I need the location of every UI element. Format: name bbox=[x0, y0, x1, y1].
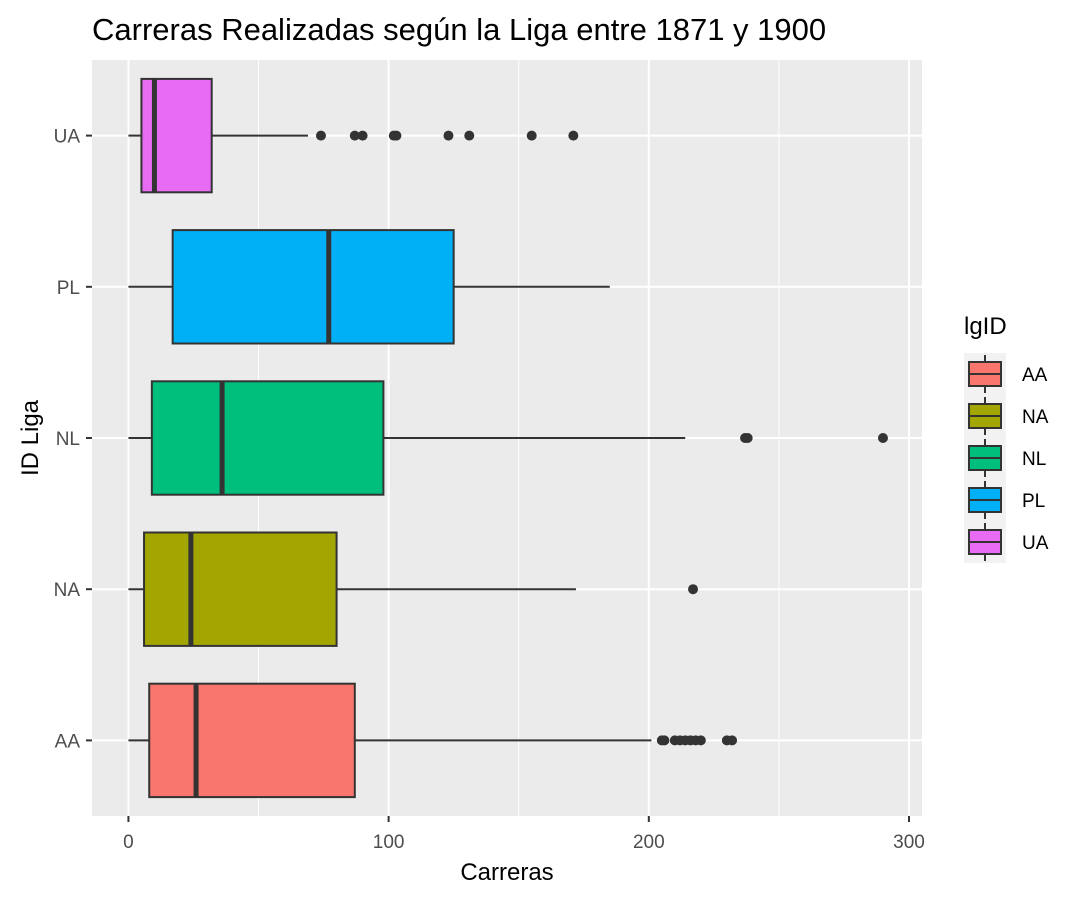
legend-label: UA bbox=[1022, 533, 1049, 554]
box-aa bbox=[128, 682, 738, 799]
legend-item-nl: NL bbox=[964, 437, 1046, 479]
y-axis-tick-label: PL bbox=[57, 278, 80, 299]
outlier-point bbox=[659, 735, 670, 746]
outlier-point bbox=[357, 130, 368, 141]
y-axis-tick-label: NL bbox=[56, 429, 80, 450]
box-ua bbox=[128, 77, 579, 194]
legend: lgID AA NA NL PL UA bbox=[964, 313, 1049, 563]
outlier-point bbox=[727, 735, 738, 746]
legend-label: NA bbox=[1022, 407, 1049, 428]
x-axis-tick-label: 200 bbox=[633, 832, 665, 853]
legend-item-aa: AA bbox=[964, 353, 1048, 395]
y-axis-tick-label: AA bbox=[55, 731, 81, 752]
outlier-point bbox=[742, 433, 753, 443]
box-iqr bbox=[150, 380, 385, 496]
outlier-point bbox=[443, 130, 454, 141]
y-axis-title: ID Liga bbox=[17, 399, 44, 476]
outlier-point bbox=[315, 130, 326, 141]
box-nl bbox=[128, 380, 888, 496]
box-iqr bbox=[148, 682, 356, 799]
legend-item-ua: UA bbox=[964, 521, 1049, 563]
outlier-point bbox=[877, 433, 888, 443]
legend-label: PL bbox=[1022, 491, 1045, 512]
y-axis-tick-label: NA bbox=[54, 580, 81, 601]
boxplot-series bbox=[128, 77, 888, 799]
legend-label: NL bbox=[1022, 449, 1046, 470]
outlier-point bbox=[391, 130, 402, 141]
chart-title: Carreras Realizadas según la Liga entre … bbox=[92, 12, 826, 47]
outlier-point bbox=[688, 584, 699, 595]
y-axis-tick-label: UA bbox=[54, 127, 81, 148]
legend-item-pl: PL bbox=[964, 479, 1045, 521]
x-axis-tick-label: 100 bbox=[373, 832, 405, 853]
box-iqr bbox=[171, 229, 455, 345]
x-axis-tick-label: 0 bbox=[123, 832, 134, 853]
legend-item-na: NA bbox=[964, 395, 1049, 437]
outlier-point bbox=[695, 735, 706, 746]
x-axis-tick-label: 300 bbox=[893, 832, 925, 853]
box-pl bbox=[128, 229, 610, 345]
legend-title: lgID bbox=[964, 313, 1007, 340]
box-na bbox=[128, 531, 699, 647]
box-iqr bbox=[143, 531, 338, 647]
outlier-point bbox=[349, 130, 360, 141]
outlier-point bbox=[526, 130, 537, 141]
legend-label: AA bbox=[1022, 365, 1048, 386]
x-axis-title: Carreras bbox=[460, 859, 553, 886]
outlier-point bbox=[568, 130, 579, 141]
axes: 0 100 200 300 AA NA NL PL UA bbox=[54, 127, 925, 853]
outlier-point bbox=[464, 130, 475, 141]
